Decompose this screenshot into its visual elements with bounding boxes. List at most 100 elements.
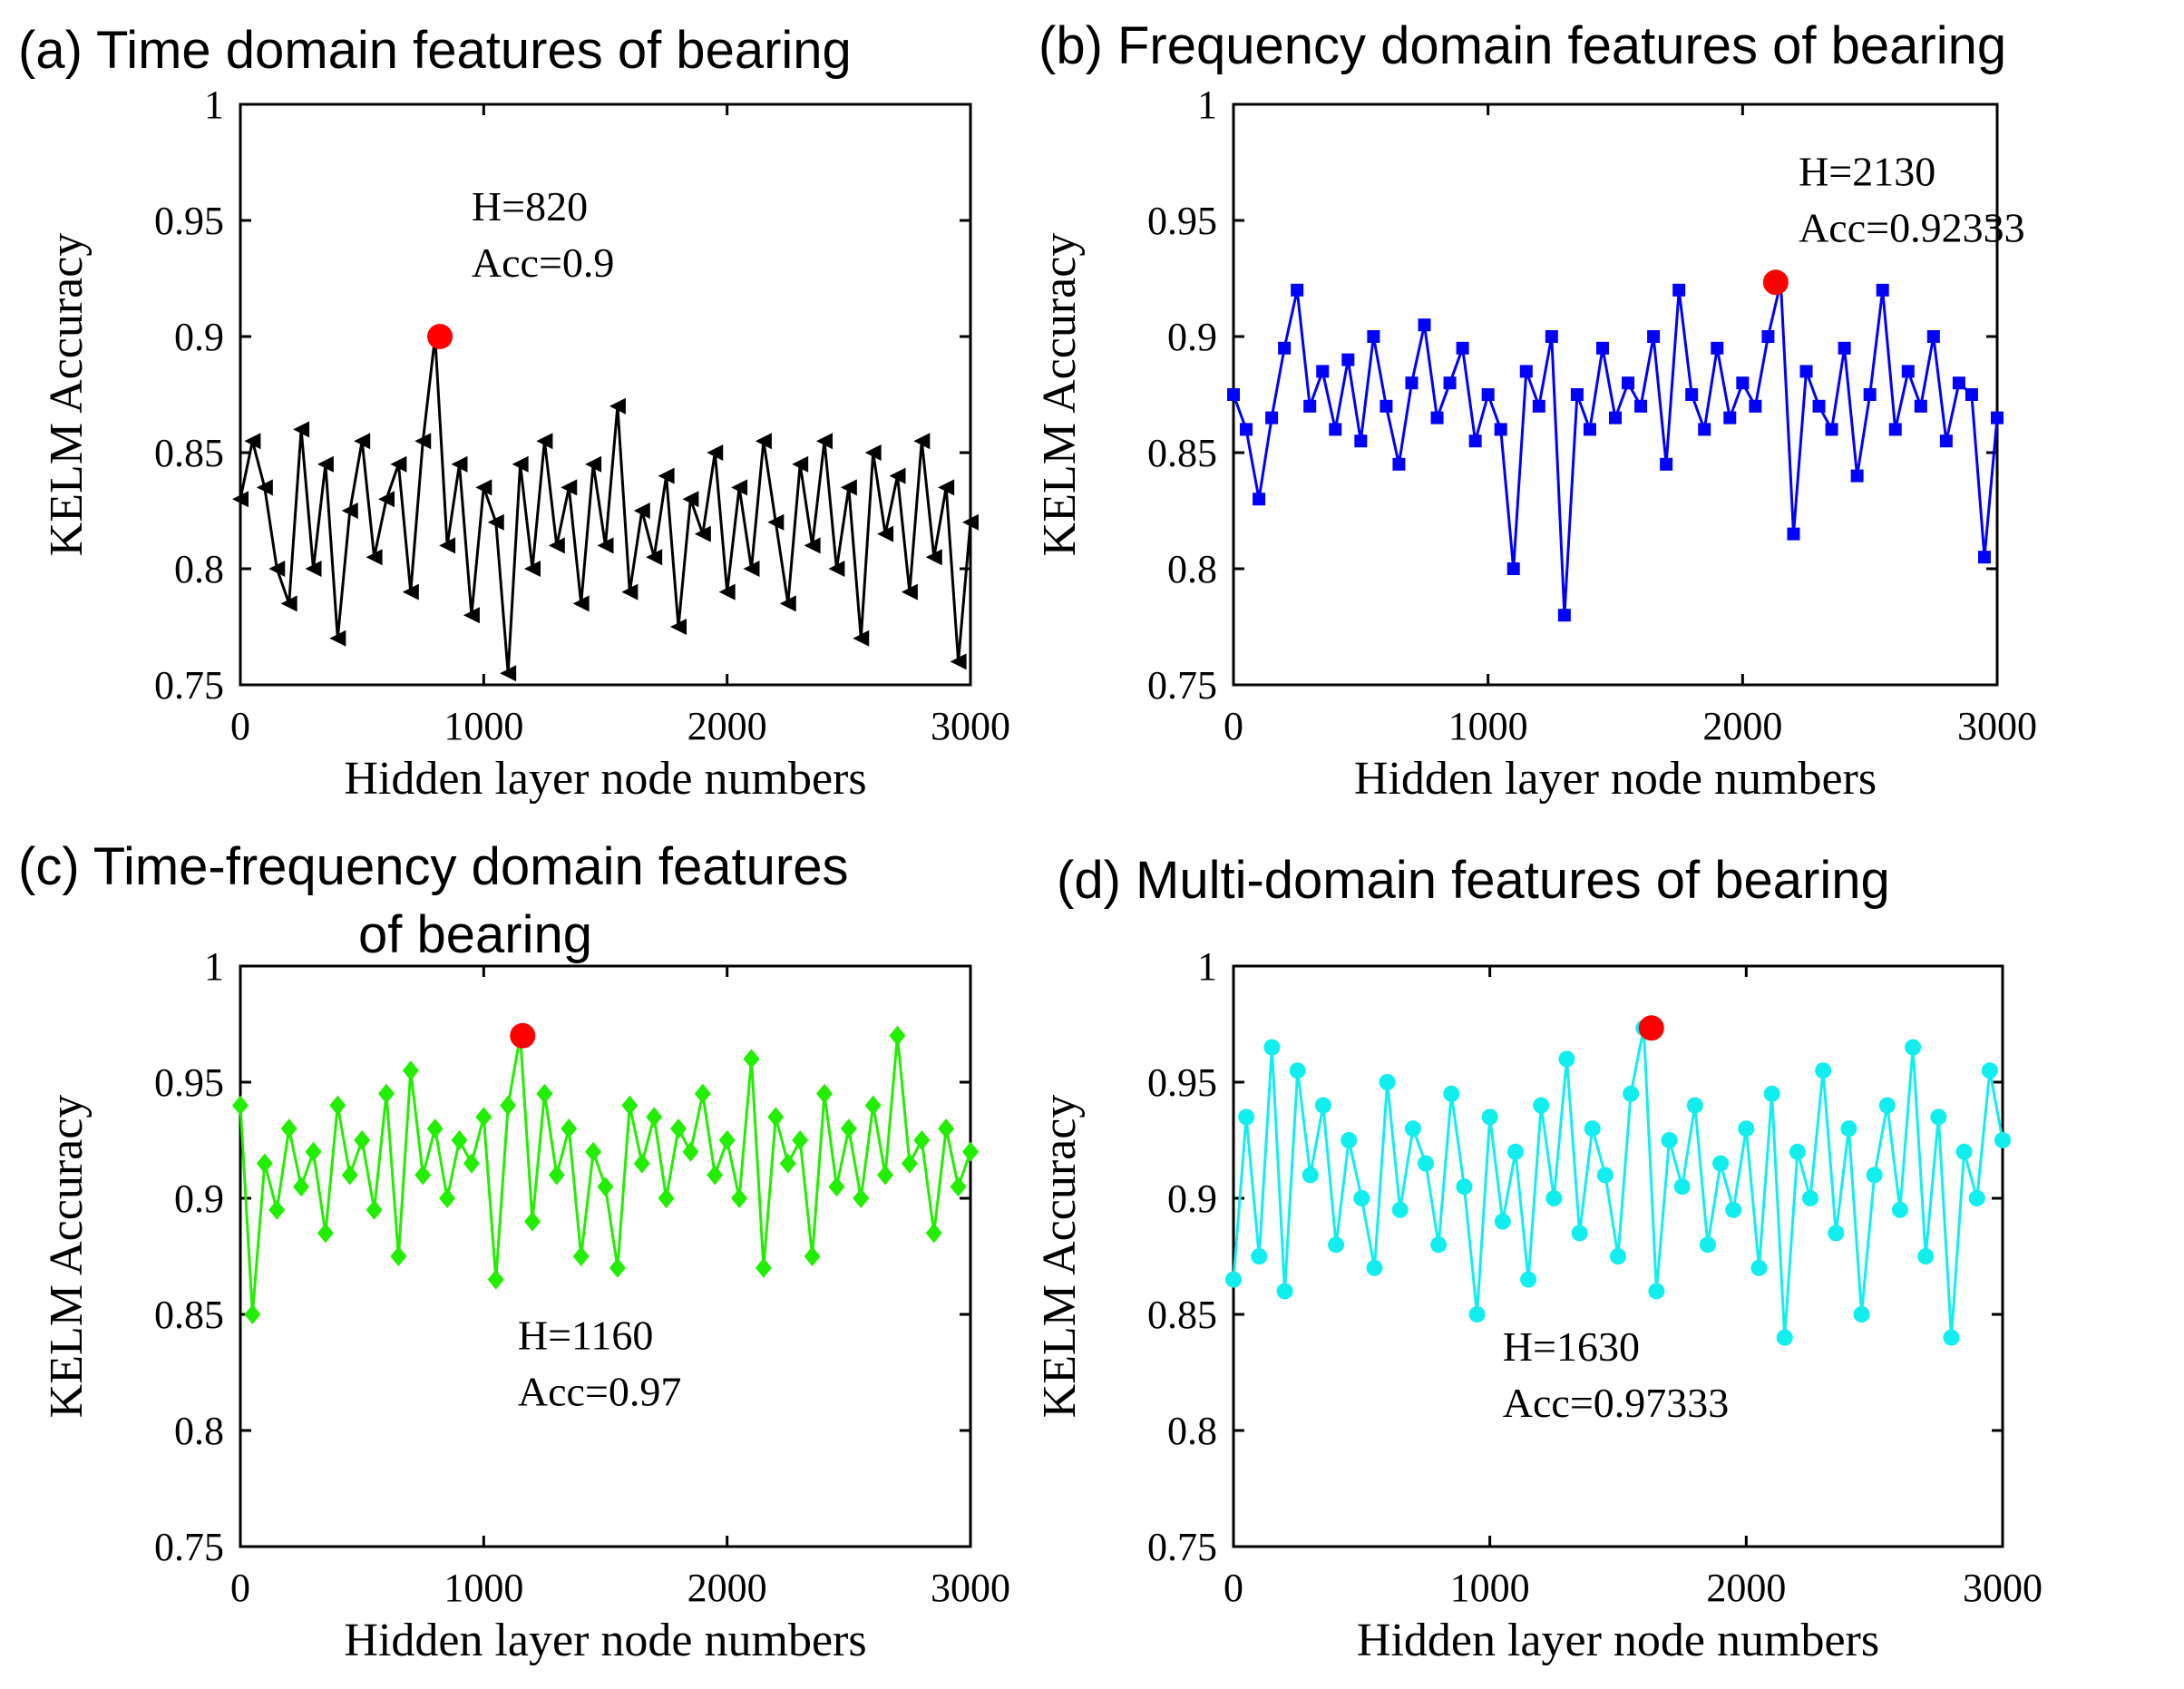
data-point [840,479,857,496]
data-point [1802,1190,1818,1206]
y-tick-label: 0.95 [1147,1060,1217,1105]
x-axis-label: Hidden layer node numbers [1357,1615,1879,1666]
best-accuracy-marker [1762,269,1789,296]
y-tick-label: 0.75 [154,1525,224,1569]
data-point [1430,1236,1448,1254]
data-point [1379,1074,1396,1090]
y-tick-label: 0.95 [1147,199,1217,243]
data-point [1952,376,1965,390]
data-point [475,479,492,496]
data-point [597,1176,614,1197]
data-point [341,1165,358,1186]
data-point [1991,411,2004,425]
data-point [779,595,796,612]
y-tick-label: 0.85 [1147,1293,1217,1337]
data-point [439,537,456,554]
data-point [585,1141,602,1162]
data-point [1609,411,1622,425]
y-tick-label: 0.8 [1167,547,1217,591]
data-point [707,1165,724,1186]
data-point [256,1153,273,1174]
data-point [1939,434,1953,448]
data-point [864,444,882,461]
data-point [1225,1271,1242,1288]
data-point [354,433,371,450]
data-point [244,433,261,450]
data-point [341,503,358,519]
data-point [1276,1283,1293,1300]
data-point [1891,1201,1908,1218]
y-tick-label: 0.9 [174,1176,224,1221]
data-point [816,433,833,450]
data-point [1825,423,1838,436]
data-point [1520,1271,1537,1288]
annotation-acc: Acc=0.9 [472,239,615,286]
subplot-title: (c) Time-frequency domain features [18,837,848,896]
data-point [816,1083,833,1104]
data-point [536,1083,553,1104]
data-point [1316,365,1330,378]
data-point [1456,1178,1473,1196]
data-point [646,1107,663,1128]
data-point [1981,1062,1998,1079]
subplot-4: (d) Multi-domain features of bearing 0.75… [1034,851,2043,1666]
data-point [925,549,942,566]
data-point [1863,388,1877,401]
x-tick-label: 0 [1224,704,1243,748]
data-point [1443,376,1457,390]
data-point [925,1223,942,1244]
data-point [1533,1097,1550,1114]
x-tick-label: 2000 [1706,1566,1786,1610]
annotation-acc: Acc=0.92333 [1799,205,2025,251]
data-point [1812,399,1826,413]
data-point [1583,423,1596,436]
data-point [1661,1132,1678,1148]
data-point [877,525,894,542]
data-point [1850,469,1864,483]
data-point [853,1188,870,1208]
axes-box [239,964,972,1548]
data-point [670,1118,687,1139]
data-point [1876,283,1889,297]
data-point [1955,1143,1973,1160]
data-point [1914,399,1927,413]
data-point [1789,1143,1806,1160]
y-tick-label: 0.95 [154,1060,224,1105]
y-tick-label: 0.85 [154,1293,224,1337]
x-tick-label: 1000 [444,1566,523,1610]
x-tick-label: 0 [230,1566,250,1610]
y-tick-label: 1 [204,83,224,127]
data-point [755,433,772,450]
data-point [1302,1167,1319,1184]
x-axis-label: Hidden layer node numbers [1354,753,1877,805]
data-point [1965,388,1978,401]
y-tick-label: 0.8 [174,547,224,591]
data-point [718,1130,736,1150]
data-point [1354,434,1368,448]
data-point [1570,388,1584,401]
data-point [1366,1259,1383,1276]
axes-box [239,103,972,687]
data-point [1557,609,1571,622]
data-point [487,513,504,531]
x-tick-label: 3000 [931,1566,1010,1610]
data-point [1994,1132,2011,1148]
x-tick-label: 1000 [444,704,523,748]
data-point [1227,388,1240,401]
data-point [1430,411,1444,425]
y-tick-label: 0.9 [1167,315,1217,359]
x-axis-label: Hidden layer node numbers [344,753,866,805]
data-point [500,665,517,682]
subplot-1: (a) Time domain features of bearing0.750… [18,21,1010,805]
data-point [536,433,553,450]
data-point [633,503,650,519]
data-point [1672,283,1686,297]
data-point [694,1083,711,1104]
data-point [1610,1248,1626,1264]
y-axis-label: KELM Accuracy [1034,233,1086,557]
data-point [439,1188,456,1208]
data-point [1571,1225,1588,1242]
subplot-3: (c) Time-frequency domain features of bea… [18,837,1010,1666]
data-point [1443,1085,1460,1102]
